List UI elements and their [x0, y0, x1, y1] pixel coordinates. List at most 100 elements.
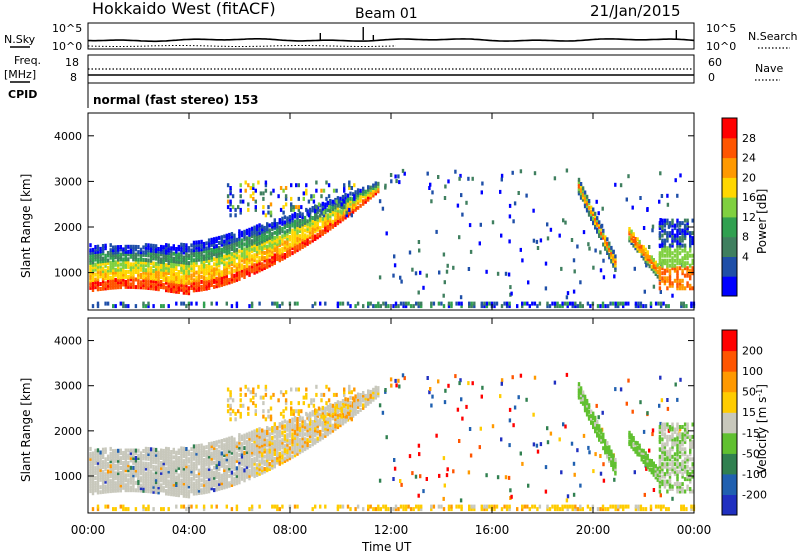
velocity-cell — [516, 507, 519, 512]
velocity-cell — [636, 447, 639, 452]
velocity-cell — [349, 408, 352, 413]
velocity-cell — [104, 477, 107, 482]
velocity-cell — [210, 454, 213, 458]
power-cell — [162, 260, 165, 265]
power-cell — [661, 271, 664, 276]
velocity-cell — [96, 463, 100, 468]
velocity-cell — [235, 444, 239, 448]
power-cell — [192, 265, 196, 270]
power-cell — [459, 295, 463, 300]
power-cell — [215, 239, 218, 244]
velocity-cell — [308, 411, 312, 416]
power-cell — [271, 249, 274, 254]
power-cell — [290, 205, 293, 210]
power-cell — [200, 259, 203, 264]
velocity-cell — [220, 461, 223, 466]
power-cell — [544, 261, 548, 266]
velocity-cell — [579, 399, 583, 404]
velocity-cell — [508, 507, 511, 512]
power-cell — [109, 265, 112, 270]
power-cell — [483, 304, 486, 309]
power-cell — [162, 304, 165, 309]
power-cell — [114, 255, 117, 260]
velocity-cell — [139, 471, 143, 476]
power-cell — [271, 247, 274, 252]
velocity-cell — [628, 442, 631, 447]
power-cell — [144, 258, 148, 263]
velocity-cell — [220, 486, 223, 491]
power-cell — [591, 301, 595, 306]
velocity-cell — [160, 468, 163, 473]
power-cell — [263, 243, 266, 248]
velocity-cell — [215, 452, 218, 457]
velocity-cell — [205, 487, 208, 492]
power-cell — [218, 253, 221, 258]
velocity-cell — [149, 474, 153, 479]
velocity-cell — [235, 451, 239, 456]
velocity-cell — [331, 408, 335, 413]
power-cell — [162, 262, 165, 267]
power-cell — [691, 266, 694, 271]
velocity-cell — [134, 473, 138, 478]
power-cell — [229, 213, 232, 218]
power-cell — [129, 274, 133, 279]
velocity-cell — [577, 384, 581, 389]
velocity-cell — [632, 438, 635, 443]
power-cell — [278, 235, 281, 240]
power-cell — [392, 304, 395, 309]
power-cell — [608, 246, 611, 251]
velocity-cell — [180, 471, 183, 476]
velocity-cell — [210, 504, 213, 509]
power-cell — [112, 280, 115, 285]
velocity-cell — [263, 432, 266, 437]
power-cell — [112, 275, 115, 280]
power-cell — [652, 269, 655, 274]
velocity-cell — [185, 471, 188, 476]
power-cell — [521, 304, 524, 309]
velocity-cell — [218, 484, 221, 489]
velocity-cell — [244, 384, 247, 389]
velocity-cell — [288, 418, 292, 423]
velocity-cell — [408, 454, 412, 459]
velocity-cell — [276, 453, 279, 458]
velocity-cell — [344, 397, 347, 402]
velocity-cell — [306, 445, 309, 450]
velocity-cell — [617, 504, 620, 509]
power-cell — [286, 229, 289, 233]
velocity-cell — [346, 412, 350, 417]
velocity-cell — [231, 409, 235, 414]
power-cell — [271, 234, 274, 239]
nsearch-label: N.Search — [748, 30, 798, 43]
power-cell — [667, 304, 670, 309]
power-cell — [636, 246, 639, 251]
velocity-cell — [585, 412, 589, 417]
power-cell — [604, 304, 607, 309]
velocity-cell — [192, 464, 196, 469]
power-cell — [177, 285, 180, 289]
power-cell — [96, 254, 100, 259]
velocity-cell — [177, 478, 180, 483]
power-cell — [650, 260, 653, 264]
velocity-cell — [187, 482, 191, 486]
velocity-cell — [577, 382, 581, 387]
power-cell — [197, 250, 201, 255]
velocity-cell — [594, 424, 597, 429]
velocity-cell — [278, 454, 281, 459]
power-cell — [248, 240, 251, 245]
velocity-cell — [177, 451, 180, 455]
power-cell — [89, 285, 92, 290]
power-cell — [243, 264, 246, 269]
power-cell — [273, 243, 276, 248]
power-cell — [228, 250, 231, 255]
velocity-cell — [112, 478, 115, 483]
power-cell — [185, 245, 188, 250]
velocity-cell — [243, 453, 246, 458]
power-cell — [250, 241, 254, 246]
power-cell — [656, 274, 659, 279]
power-cell — [579, 193, 583, 198]
velocity-cell — [536, 449, 540, 454]
power-cell — [129, 282, 133, 287]
power-cell — [286, 244, 289, 248]
velocity-cell — [336, 407, 340, 412]
velocity-cell — [293, 425, 297, 430]
